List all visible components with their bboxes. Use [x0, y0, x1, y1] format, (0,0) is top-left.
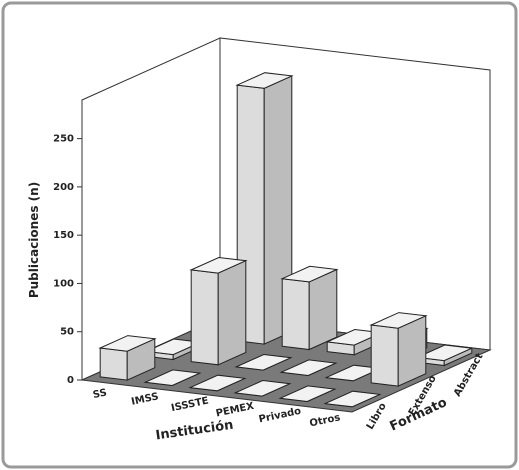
- bar-top: [189, 256, 248, 274]
- bar: [415, 344, 474, 367]
- y-tick-label: 200: [53, 182, 74, 193]
- bar-top: [188, 374, 247, 392]
- bar-front: [190, 269, 219, 366]
- bar-front: [99, 347, 128, 381]
- y-tick-label: 250: [53, 134, 74, 145]
- bar-top: [279, 359, 338, 377]
- bar-top: [235, 72, 294, 89]
- bar: [280, 265, 339, 351]
- y-tick-label: 0: [67, 375, 74, 386]
- bar: [323, 390, 382, 408]
- y-tick-label: 100: [53, 278, 74, 289]
- y-tick-label: 50: [60, 327, 74, 338]
- bar-front: [281, 278, 310, 351]
- bar-top: [369, 312, 428, 329]
- y-axis-title: Publicaciones (n): [27, 182, 41, 298]
- bar: [143, 369, 202, 387]
- x-tick-label: SS: [92, 387, 108, 401]
- bar-top: [233, 379, 292, 397]
- bar: [278, 385, 337, 403]
- bar-side: [217, 259, 247, 366]
- y-tick-label: 150: [53, 230, 74, 241]
- bar-top: [415, 344, 474, 362]
- bar: [189, 256, 248, 366]
- bar-top: [143, 369, 202, 387]
- bar-top: [278, 385, 337, 403]
- bar: [233, 379, 292, 397]
- bar-side: [308, 268, 338, 351]
- bar: [98, 335, 157, 381]
- bar-top: [323, 390, 382, 408]
- bar: [279, 359, 338, 377]
- bar: [369, 312, 428, 387]
- bar-top: [280, 265, 339, 283]
- bar-front: [370, 324, 399, 387]
- bar: [188, 374, 247, 392]
- bar-top: [98, 335, 157, 352]
- bar-top: [234, 353, 293, 371]
- bar: [234, 353, 293, 371]
